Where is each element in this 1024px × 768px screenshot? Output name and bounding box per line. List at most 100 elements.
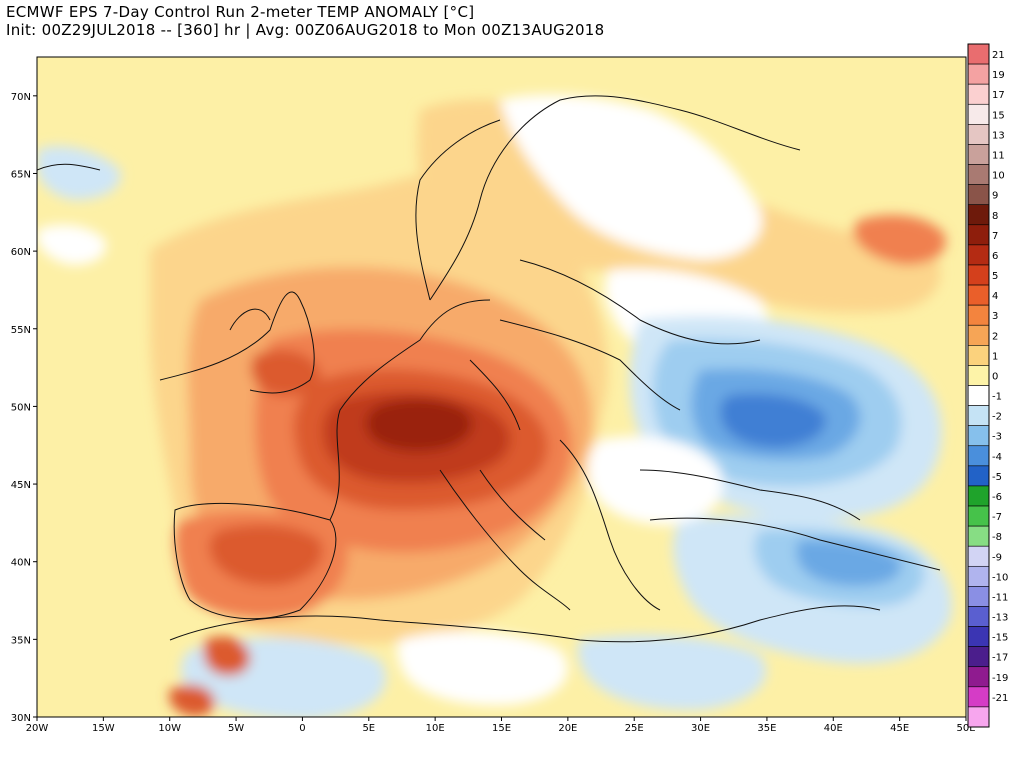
colorbar-swatch [967,124,990,145]
colorbar-swatch [967,144,990,165]
temperature-field [37,57,966,717]
colorbar-swatch [967,324,990,346]
colorbar-swatch [967,304,990,326]
colorbar-label: -8 [992,532,1002,543]
colorbar-label: 3 [992,311,998,322]
colorbar-swatch [967,465,990,487]
colorbar-swatch [967,646,990,668]
colorbar-swatch [967,184,990,206]
colorbar-swatch [967,586,990,607]
lon-label: 35E [757,723,776,734]
lon-label: 15E [492,723,511,734]
colorbar-swatch [967,284,990,306]
lat-label: 30N [11,713,31,724]
lon-label: 20E [558,723,577,734]
longitude-axis: 20W 15W 10W 5W 0 5E 10E 15E 20E 25E 30E 35E 40E 45E 50… [26,717,976,734]
colorbar-swatch [967,525,990,547]
colorbar-swatch [967,164,990,185]
colorbar-label: -19 [992,673,1008,684]
colorbar-label: -9 [992,552,1002,563]
colorbar-label: 5 [992,271,998,282]
colorbar-swatch [967,204,990,226]
colorbar-label: -5 [992,472,1002,483]
colorbar-swatch [967,405,990,426]
latitude-axis: 70N 65N 60N 55N 50N 45N 40N 35N 30N [11,92,37,724]
colorbar-label: 8 [992,211,998,222]
colorbar-label: 9 [992,191,998,202]
colorbar-swatch [967,264,990,286]
colorbar-label: -13 [992,613,1008,624]
colorbar-swatch [967,445,990,467]
lat-label: 50N [11,402,31,413]
colorbar-label: 1 [992,351,998,362]
lon-label: 0 [299,723,305,734]
lon-label: 15W [92,723,115,734]
colorbar-label: 10 [992,171,1005,182]
colorbar-label: -10 [992,572,1008,583]
lon-label: 45E [890,723,909,734]
lat-label: 70N [11,92,31,103]
colorbar-swatch [967,545,990,567]
colorbar-label: 19 [992,70,1005,81]
lat-label: 65N [11,169,31,180]
lon-label: 5E [362,723,375,734]
colorbar-swatch [967,103,990,125]
colorbar-swatch [967,686,990,708]
colorbar-label: 13 [992,130,1005,141]
lon-label: 5W [228,723,244,734]
colorbar-label: 21 [992,50,1005,61]
chart-title: ECMWF EPS 7-Day Control Run 2-meter TEMP… [6,3,475,21]
lon-label: 40E [824,723,843,734]
colorbar: 211917151311109876543210-1-2-3-4-5-6-7-8… [967,43,1008,728]
colorbar-label: 15 [992,110,1005,121]
colorbar-label: -3 [992,432,1002,443]
colorbar-label: -15 [992,633,1008,644]
colorbar-label: -4 [992,452,1002,463]
chart-subtitle: Init: 00Z29JUL2018 -- [360] hr | Avg: 00… [6,21,605,39]
colorbar-swatch [967,365,990,386]
colorbar-label: 4 [992,291,998,302]
colorbar-swatch [967,666,990,688]
colorbar-label: -17 [992,653,1008,664]
lon-label: 30E [691,723,710,734]
colorbar-label: 17 [992,90,1005,101]
colorbar-swatch [967,505,990,527]
lon-label: 25E [625,723,644,734]
colorbar-label: 6 [992,251,998,262]
colorbar-label: 7 [992,231,998,242]
colorbar-swatch [967,565,990,587]
colorbar-label: 2 [992,331,998,342]
colorbar-label: 0 [992,371,998,382]
colorbar-swatch [967,63,990,85]
coastlines [37,95,941,643]
colorbar-swatch [967,626,990,647]
lon-label: 10E [426,723,445,734]
colorbar-label: -21 [992,693,1008,704]
lat-label: 40N [11,558,31,569]
lat-label: 55N [11,325,31,336]
colorbar-frame [967,43,990,728]
colorbar-swatch [967,606,990,627]
colorbar-swatch [967,83,990,105]
colorbar-swatch [967,224,990,246]
lon-label: 10W [158,723,181,734]
lon-label: 50E [956,723,975,734]
colorbar-swatch [967,385,990,406]
colorbar-swatch [967,425,990,447]
colorbar-swatch [967,706,990,728]
colorbar-label: -7 [992,512,1002,523]
colorbar-label: 11 [992,150,1005,161]
colorbar-label: -1 [992,392,1002,403]
colorbar-label: -2 [992,412,1002,423]
colorbar-swatch [967,345,990,366]
lat-label: 45N [11,480,31,491]
colorbar-swatch [967,485,990,507]
lat-label: 60N [11,247,31,258]
colorbar-swatch [967,43,990,65]
colorbar-swatch [967,244,990,266]
lat-label: 35N [11,635,31,646]
colorbar-label: -11 [992,592,1008,603]
lon-label: 20W [26,723,49,734]
colorbar-label: -6 [992,492,1002,503]
